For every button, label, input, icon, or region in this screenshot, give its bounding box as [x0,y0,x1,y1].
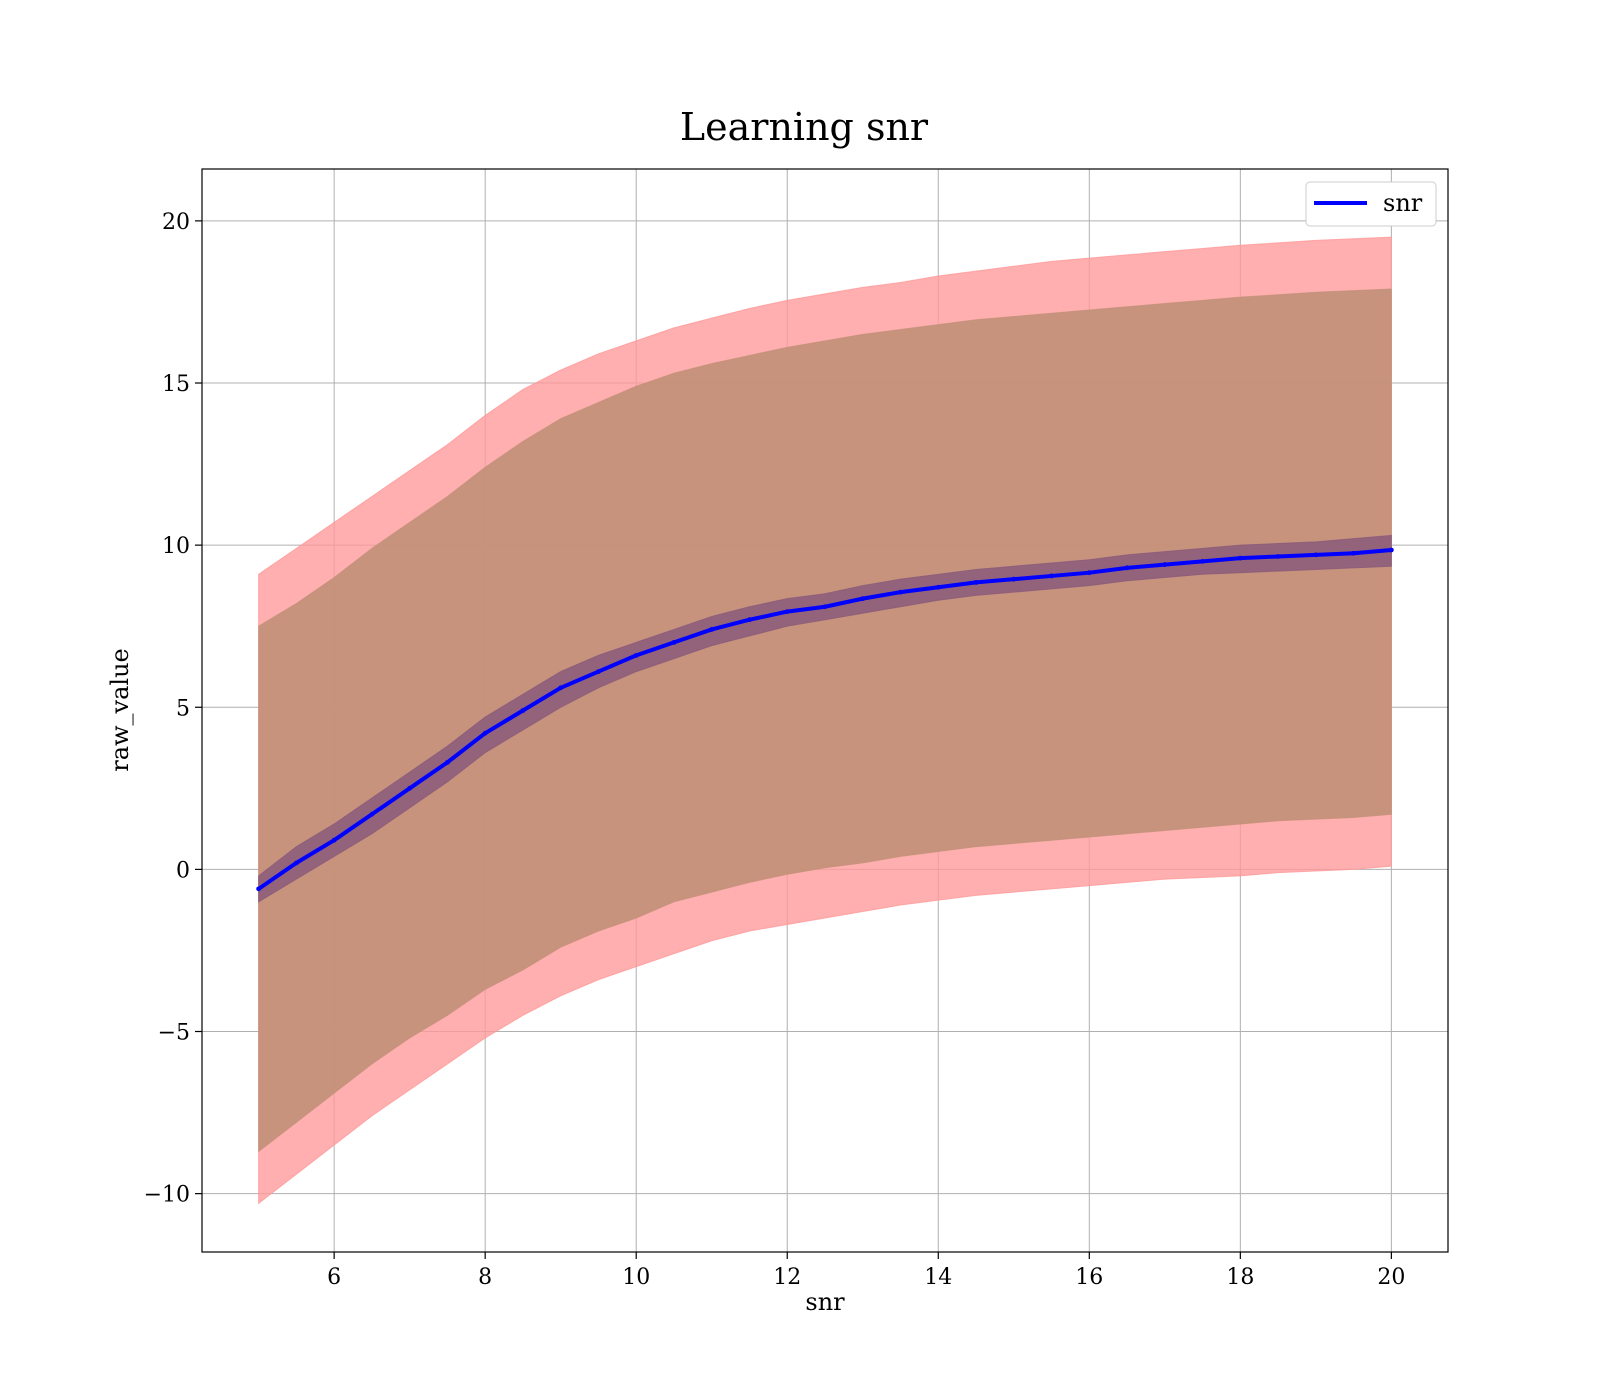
y-tick-label-5: 15 [162,372,190,397]
data-point [407,785,413,791]
data-point [482,730,488,736]
bands [258,236,1392,1205]
data-point [445,759,450,765]
x-tick-label-1: 8 [478,1265,492,1290]
x-tick-label-0: 6 [327,1265,341,1290]
y-tick-label-2: 0 [176,858,190,883]
data-point [1162,562,1168,567]
chart-title: Learning snr [680,105,929,149]
data-point [1124,565,1130,571]
data-point [633,652,639,658]
legend-box [1305,181,1437,227]
data-point [293,860,299,866]
x-tick-label-7: 20 [1377,1265,1405,1290]
inner-band [258,288,1392,1153]
data-point [1011,576,1017,582]
data-point [1200,558,1205,564]
data-point [369,811,375,817]
data-point [784,609,790,615]
data-point [747,617,752,623]
legend-label-snr: snr [1383,189,1423,217]
data-point [1313,552,1319,558]
x-tick-label-4: 14 [924,1265,952,1290]
x-tick-label-6: 18 [1226,1265,1254,1290]
plot-frame [201,168,1449,1253]
data-point [558,685,564,691]
data-point [822,604,828,610]
lines [256,547,1394,892]
data-point [1388,547,1394,553]
data-point [1086,570,1092,576]
data-point [520,708,526,713]
data-point [1351,550,1357,556]
data-point [596,669,601,674]
y-axis: −10 −5 0 5 10 15 20 [144,210,202,1208]
y-tick-label-0: −10 [144,1183,190,1208]
y-tick-label-4: 10 [162,534,190,559]
data-point [256,886,262,892]
data-point [860,596,866,602]
data-point [935,584,941,590]
y-tick-label-6: 20 [162,210,190,235]
data-point [331,837,337,843]
x-axis: 6 8 10 12 14 16 18 20 [327,1252,1405,1290]
legend: snr [1305,181,1437,227]
data-point [709,627,715,632]
y-axis-label: raw_value [106,648,134,772]
y-tick-label-1: −5 [158,1021,190,1046]
x-tick-label-5: 16 [1075,1265,1103,1290]
x-tick-label-2: 10 [622,1265,650,1290]
data-point [898,589,903,595]
x-axis-label: snr [805,1288,845,1316]
y-tick-label-3: 5 [176,696,190,721]
data-point [671,640,677,645]
data-point [1049,573,1054,579]
data-point [1275,554,1281,559]
x-tick-label-3: 12 [773,1265,801,1290]
data-point [973,580,979,585]
data-point [1237,555,1243,561]
